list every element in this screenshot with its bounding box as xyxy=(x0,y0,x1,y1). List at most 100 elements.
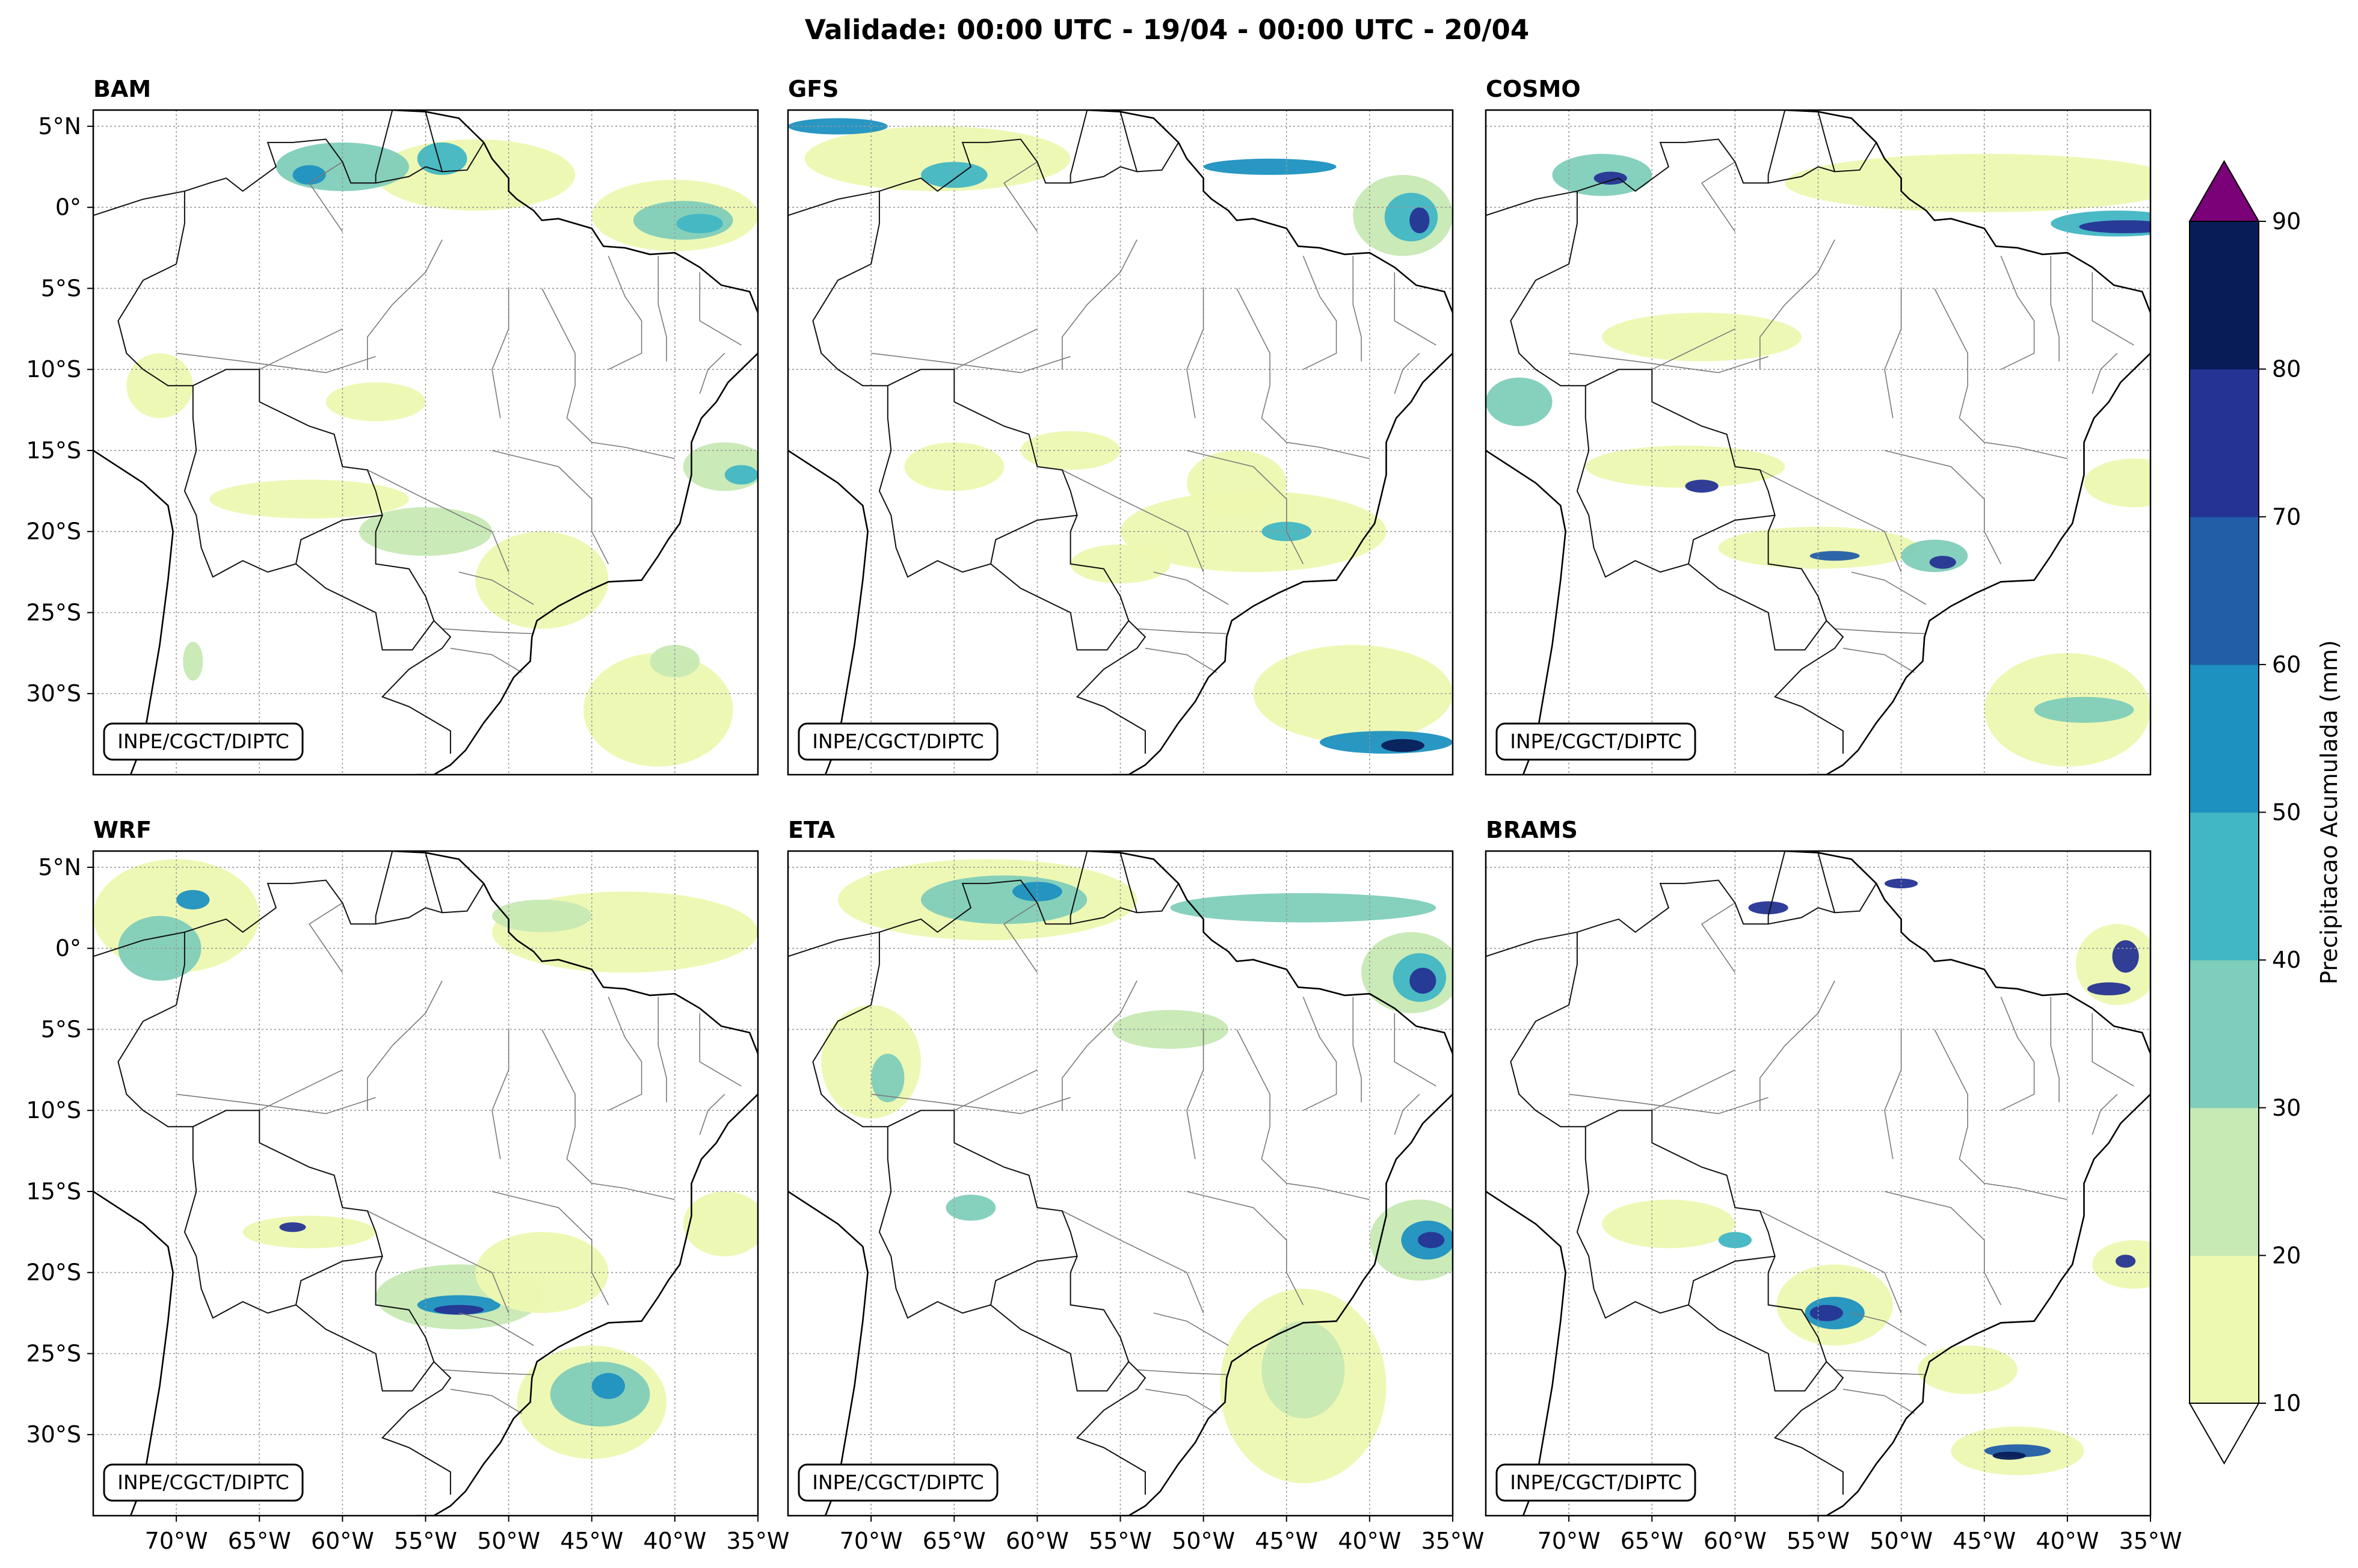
panel-title: GFS xyxy=(788,76,839,102)
precip-cell xyxy=(1409,207,1430,233)
precip-cell xyxy=(1809,551,1860,561)
precip-cell xyxy=(475,531,609,629)
state-border xyxy=(1959,1158,2068,1201)
state-border xyxy=(1934,288,1968,419)
country-border xyxy=(183,386,383,578)
state-border xyxy=(1236,1029,1270,1160)
credit-box-frame xyxy=(103,722,304,761)
state-border xyxy=(1884,450,2002,564)
lat-tick-label: 10°S xyxy=(26,356,81,383)
state-border xyxy=(608,256,642,370)
state-border xyxy=(1062,1210,1204,1314)
credit-box-frame xyxy=(798,1463,999,1502)
map-frame xyxy=(1485,109,2152,776)
state-border xyxy=(1145,648,1217,673)
country-border xyxy=(425,852,443,913)
state-borders xyxy=(871,902,1436,1414)
state-border xyxy=(491,450,609,564)
state-border xyxy=(2000,256,2035,370)
panel-title: WRF xyxy=(93,817,152,843)
lon-tick-label: 55°W xyxy=(1787,1528,1850,1554)
state-border xyxy=(1884,1191,2002,1305)
precip-cell xyxy=(1685,479,1719,493)
country-border xyxy=(990,563,1130,651)
precip-cell xyxy=(1203,158,1337,175)
credit-label: INPE/CGCT/DIPTC xyxy=(117,730,289,753)
state-border xyxy=(871,1093,1071,1115)
map-content xyxy=(1486,110,2150,775)
lat-tick-label: 0° xyxy=(55,194,81,221)
precip-cell xyxy=(1486,377,1553,426)
precip-cell xyxy=(2079,220,2150,233)
colorbar-tick-label: 40 xyxy=(2272,947,2301,973)
lat-tick-label: 15°S xyxy=(26,437,81,464)
state-border xyxy=(1186,288,1204,419)
credit-box-frame xyxy=(1495,1463,1696,1502)
colorbar-segment xyxy=(2190,664,2259,813)
precipitation-layer xyxy=(821,859,1453,1484)
map-content xyxy=(788,851,1453,1516)
map-panel-cosmo: COSMO INPE/CGCT/DIPTC xyxy=(1485,76,2152,776)
country-border xyxy=(117,879,485,1495)
state-border xyxy=(176,1093,376,1115)
colorbar-segment xyxy=(2190,369,2259,517)
state-borders xyxy=(871,161,1436,673)
state-border xyxy=(1851,1312,1927,1346)
country-border xyxy=(1510,879,1877,1495)
lat-tick-label: 5°N xyxy=(38,854,81,881)
gridlines xyxy=(93,851,758,1516)
credit-box: INPE/CGCT/DIPTC xyxy=(103,722,304,761)
state-border xyxy=(1186,450,1304,564)
country-border xyxy=(93,190,185,217)
lon-tick-label: 50°W xyxy=(477,1528,540,1554)
state-border xyxy=(1062,469,1204,573)
coastline xyxy=(788,851,1453,1516)
coastline xyxy=(788,110,1453,775)
state-border xyxy=(1835,628,1925,635)
coastline xyxy=(1486,851,2150,1516)
state-border xyxy=(2092,352,2118,394)
lat-tick-label: 20°S xyxy=(26,518,81,545)
state-border xyxy=(491,288,509,419)
credit-box-frame xyxy=(1495,722,1696,761)
precip-cell xyxy=(1187,450,1287,515)
colorbar-label: Precipitacao Acumulada (mm) xyxy=(2316,640,2342,985)
precip-cell xyxy=(2034,696,2134,723)
state-border xyxy=(1842,648,1915,673)
state-border xyxy=(1759,469,1902,573)
credit-box: INPE/CGCT/DIPTC xyxy=(103,1463,304,1502)
country-border xyxy=(788,931,880,958)
map-panel-bam: BAM INPE/CGCT/DIPTC 5°N 0° 5°S 10°S 15°S 20°S 25… xyxy=(26,76,759,776)
precip-cell xyxy=(683,1191,758,1256)
country-border xyxy=(1688,563,1827,651)
precip-cell xyxy=(871,1053,905,1102)
country-border xyxy=(1486,931,1578,958)
lon-tick-label: 55°W xyxy=(394,1528,457,1554)
country-border xyxy=(375,110,393,183)
state-border xyxy=(259,328,343,370)
state-border xyxy=(1137,1369,1227,1376)
state-border xyxy=(953,1069,1038,1111)
country-border xyxy=(1817,852,1836,913)
state-border xyxy=(1759,239,1835,370)
state-border xyxy=(699,1093,725,1135)
state-border xyxy=(608,997,642,1111)
lat-tick-label: 30°S xyxy=(26,1421,81,1448)
lat-tick-label: 5°N xyxy=(38,113,81,140)
precip-cell xyxy=(492,899,592,932)
state-border xyxy=(1352,256,1362,361)
lon-tick-label: 35°W xyxy=(2119,1528,2182,1554)
credit-label: INPE/CGCT/DIPTC xyxy=(117,1471,289,1494)
state-border xyxy=(871,352,1071,374)
map-panel-brams: BRAMS INPE/CGCT/DIPTC 70°W 65°W 60°W 55°W 50°W… xyxy=(1485,817,2182,1554)
state-border xyxy=(367,1210,509,1314)
state-border xyxy=(1835,1369,1925,1376)
lat-tick-label: 10°S xyxy=(26,1097,81,1124)
country-border xyxy=(1070,110,1088,183)
state-border xyxy=(1186,1191,1304,1305)
lon-tick-label: 45°W xyxy=(1255,1528,1318,1554)
gridlines xyxy=(1486,851,2150,1516)
precip-cell xyxy=(1409,968,1436,994)
state-border xyxy=(1851,571,1927,605)
